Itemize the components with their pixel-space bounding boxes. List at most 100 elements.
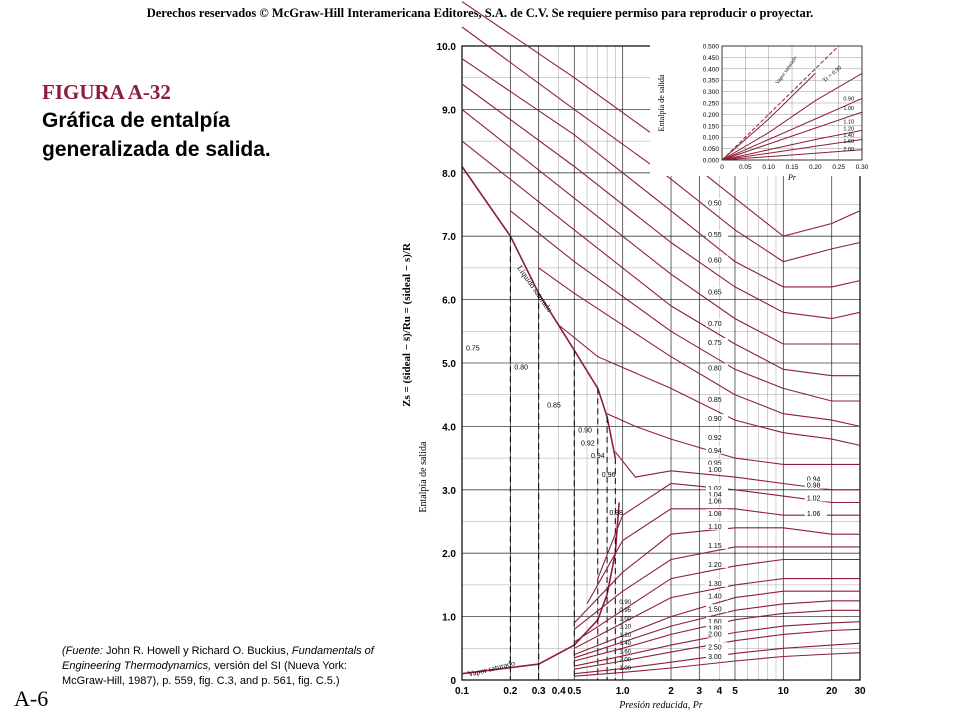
- isotherm-curve: [574, 621, 861, 667]
- curve-label-bg: [706, 623, 729, 632]
- curve-label: 0.95: [708, 460, 722, 467]
- isotherm-curve: [574, 628, 861, 670]
- curve-label: 1.00: [708, 467, 722, 474]
- inset-y-tick-label: 0.150: [703, 123, 720, 130]
- vapor-line-label: 1.20: [619, 633, 631, 639]
- isotherm-curve: [510, 210, 860, 402]
- vapor-line-label: 0.90: [619, 600, 631, 606]
- curve-label: 0.98: [807, 483, 821, 490]
- inset-y-tick-label: 0.400: [703, 66, 720, 73]
- inset-curve: [721, 129, 863, 161]
- x-tick-label: 0.1: [455, 686, 469, 697]
- curve-label-bg: [706, 337, 729, 346]
- inset-y-axis-label: Entalpía de salida: [657, 74, 666, 131]
- x-tick-label: 10: [778, 686, 790, 697]
- inset-x-tick-label: 0.10: [762, 164, 775, 171]
- curve-label: 2.50: [708, 644, 722, 651]
- isotherm-curve: [573, 527, 860, 624]
- curve-label-bg: [706, 642, 729, 651]
- isotherm-curve: [461, 140, 860, 377]
- curve-label-bg: [706, 559, 729, 568]
- inset-y-tick-label: 0.250: [703, 101, 720, 108]
- vapor-line-label: 3.00: [619, 666, 631, 672]
- isotherm-curve: [461, 83, 861, 320]
- curve-label-bg: [804, 509, 827, 518]
- curve-label: 1.02: [807, 495, 821, 502]
- curve-label: 0.80: [708, 365, 722, 372]
- curve-label: 0.94: [807, 476, 821, 483]
- curve-label-bg: [706, 363, 729, 372]
- inset-curve: [721, 139, 863, 161]
- curve-label-bg: [706, 540, 729, 549]
- y-tick-label: 10.0: [437, 42, 457, 53]
- curve-label: 0.75: [708, 340, 722, 347]
- inset-curve-label: 1.10: [843, 120, 854, 126]
- curve-label: 0.60: [708, 258, 722, 265]
- isotherm-curve: [606, 413, 860, 465]
- isotherm-curve: [461, 1, 861, 237]
- inset-x-tick-label: 0.15: [786, 164, 799, 171]
- isotherm-curve: [574, 600, 860, 659]
- curve-label: 0.85: [708, 397, 722, 404]
- inset-curve-label: 1.60: [843, 139, 854, 145]
- curve-label-bg: [706, 255, 729, 264]
- x-tick-label: 4: [717, 686, 723, 697]
- curve-label-bg: [706, 490, 729, 499]
- curve-label-bg: [706, 445, 729, 454]
- vapor-line-label: 1.10: [619, 625, 631, 631]
- inset-y-tick-label: 0.450: [703, 55, 720, 62]
- curve-label-bg: [706, 604, 729, 613]
- curve-label-bg: [804, 493, 827, 502]
- x-tick-label: 0.2: [503, 686, 517, 697]
- curve-label: 1.50: [708, 606, 722, 613]
- y-tick-label: 4.0: [442, 422, 456, 433]
- y-tick-label: 6.0: [442, 296, 456, 307]
- saturated-vapor-label: Vapor saturado: [467, 658, 516, 678]
- curve-label: 1.40: [708, 594, 722, 601]
- curve-label-bg: [706, 509, 729, 518]
- curve-label: 0.55: [708, 232, 722, 239]
- curve-label: 1.08: [708, 511, 722, 518]
- inset-y-tick-label: 0.350: [703, 78, 720, 85]
- y-axis-label: Entalpía de salida: [418, 441, 429, 513]
- isotherm-curve: [614, 451, 860, 491]
- inset-x-tick-label: 0: [720, 164, 724, 171]
- curve-label-bg: [706, 591, 729, 600]
- inset-curve: [721, 72, 863, 161]
- inset-curve: [721, 45, 840, 161]
- inset-x-axis-label: Pr: [787, 173, 797, 182]
- saturated-liquid-label: Líquido saturado: [515, 264, 554, 314]
- curve-label: 0.94: [708, 448, 722, 455]
- curve-label-bg: [706, 230, 729, 239]
- y-tick-label: 8.0: [442, 169, 456, 180]
- isotherm-curve: [573, 546, 860, 630]
- inset-curve-label: 2.00: [843, 147, 854, 153]
- curve-label-bg: [706, 496, 729, 505]
- liquid-line-label: 0.85: [547, 402, 561, 409]
- x-axis-label: Presión reducida, Pr: [618, 700, 703, 711]
- x-tick-label: 0.3: [532, 686, 546, 697]
- source-rest2: p. 561, fig. C.5.): [261, 675, 340, 687]
- inset-y-tick-label: 0.500: [703, 44, 720, 51]
- curve-label-bg: [706, 395, 729, 404]
- inset-y-tick-label: 0.000: [703, 158, 720, 165]
- x-tick-label: 5: [732, 686, 738, 697]
- inset-x-tick-label: 0.20: [809, 164, 822, 171]
- source-prefix: (Fuente:: [62, 645, 103, 657]
- curve-label-bg: [706, 651, 729, 660]
- y-tick-label: 2.0: [442, 549, 456, 560]
- curve-label: 1.02: [708, 486, 722, 493]
- figure-number: FIGURA A-32: [42, 80, 171, 104]
- x-tick-label: 0.4: [552, 686, 566, 697]
- inset-y-tick-label: 0.050: [703, 146, 720, 153]
- inset-curve: [721, 111, 863, 161]
- curve-label-bg: [706, 414, 729, 423]
- inset-curve: [721, 149, 863, 161]
- x-tick-label: 20: [826, 686, 838, 697]
- liquid-line-label: 0.98: [609, 510, 623, 517]
- curve-label-bg: [706, 578, 729, 587]
- isotherm-curve: [574, 590, 860, 656]
- curve-label: 1.15: [708, 543, 722, 550]
- inset-curve-label: 0.90: [843, 97, 854, 103]
